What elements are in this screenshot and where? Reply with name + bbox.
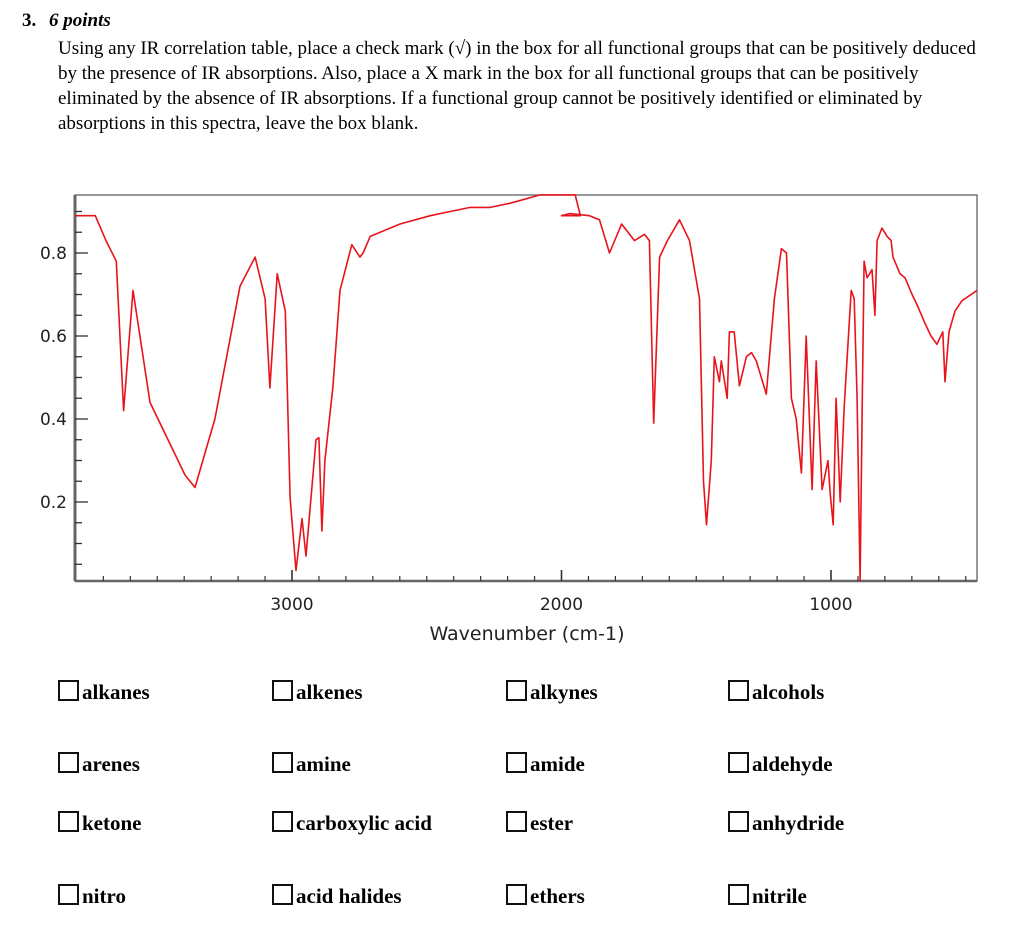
spectrum-line xyxy=(75,194,978,582)
option-label: arenes xyxy=(82,752,140,776)
option-label: amine xyxy=(296,752,351,776)
checkbox-alcohols[interactable] xyxy=(728,680,749,701)
option-aldehyde[interactable]: aldehyde xyxy=(728,752,833,777)
option-alkanes[interactable]: alkanes xyxy=(58,680,150,705)
checkbox-anhydride[interactable] xyxy=(728,811,749,832)
option-label: aldehyde xyxy=(752,752,833,776)
option-arenes[interactable]: arenes xyxy=(58,752,140,777)
option-nitro[interactable]: nitro xyxy=(58,884,126,909)
option-ethers[interactable]: ethers xyxy=(506,884,585,909)
option-label: ester xyxy=(530,811,574,835)
checkbox-carboxylic-acid[interactable] xyxy=(272,811,293,832)
option-label: nitrile xyxy=(752,884,807,908)
checkbox-ketone[interactable] xyxy=(58,811,79,832)
question-points: 6 points xyxy=(49,10,111,31)
option-acid-halides[interactable]: acid halides xyxy=(272,884,402,909)
option-amide[interactable]: amide xyxy=(506,752,585,777)
x-tick-label: 3000 xyxy=(270,595,313,615)
spectrum-plot: 0.2 0.4 0.6 0.8 3000 2000 1000 Wavenumber (cm… xyxy=(40,194,978,645)
option-amine[interactable]: amine xyxy=(272,752,351,777)
checkbox-ethers[interactable] xyxy=(506,884,527,905)
plot-frame xyxy=(74,194,978,582)
option-ester[interactable]: ester xyxy=(506,811,573,836)
option-label: amide xyxy=(530,752,585,776)
option-label: carboxylic acid xyxy=(296,811,432,835)
checkbox-nitrile[interactable] xyxy=(728,884,749,905)
x-axis-label: Wavenumber (cm-1) xyxy=(429,623,624,645)
checkbox-amine[interactable] xyxy=(272,752,293,773)
option-label: alkenes xyxy=(296,680,363,704)
checkbox-aldehyde[interactable] xyxy=(728,752,749,773)
option-label: alkanes xyxy=(82,680,150,704)
option-anhydride[interactable]: anhydride xyxy=(728,811,844,836)
checkbox-alkenes[interactable] xyxy=(272,680,293,701)
option-alcohols[interactable]: alcohols xyxy=(728,680,824,705)
question-header: 3. 6 points xyxy=(22,10,111,32)
checkbox-arenes[interactable] xyxy=(58,752,79,773)
option-label: anhydride xyxy=(752,811,845,835)
option-label: ethers xyxy=(530,884,585,908)
option-label: alcohols xyxy=(752,680,825,704)
y-tick-label: 0.4 xyxy=(40,410,67,430)
option-alkenes[interactable]: alkenes xyxy=(272,680,363,705)
checkbox-ester[interactable] xyxy=(506,811,527,832)
question-instructions: Using any IR correlation table, place a … xyxy=(58,38,976,134)
option-label: alkynes xyxy=(530,680,598,704)
option-ketone[interactable]: ketone xyxy=(58,811,142,836)
option-label: ketone xyxy=(82,811,142,835)
checkbox-acid-halides[interactable] xyxy=(272,884,293,905)
option-alkynes[interactable]: alkynes xyxy=(506,680,598,705)
question-number: 3. xyxy=(22,10,37,31)
y-tick-label: 0.2 xyxy=(40,493,67,513)
x-tick-label: 1000 xyxy=(809,595,852,615)
ir-spectrum-chart: 0.2 0.4 0.6 0.8 3000 2000 1000 Wavenumber (cm… xyxy=(0,185,1024,655)
checkbox-nitro[interactable] xyxy=(58,884,79,905)
option-carboxylic-acid[interactable]: carboxylic acid xyxy=(272,811,432,836)
y-axis-ticks: 0.2 0.4 0.6 0.8 xyxy=(40,210,88,565)
checkbox-alkanes[interactable] xyxy=(58,680,79,701)
option-label: nitro xyxy=(82,884,126,908)
option-nitrile[interactable]: nitrile xyxy=(728,884,807,909)
y-tick-label: 0.8 xyxy=(40,244,67,264)
checkbox-alkynes[interactable] xyxy=(506,680,527,701)
checkbox-amide[interactable] xyxy=(506,752,527,773)
x-axis-ticks: 3000 2000 1000 xyxy=(102,570,967,615)
y-tick-label: 0.6 xyxy=(40,327,67,347)
option-label: acid halides xyxy=(296,884,402,908)
x-tick-label: 2000 xyxy=(540,595,583,615)
